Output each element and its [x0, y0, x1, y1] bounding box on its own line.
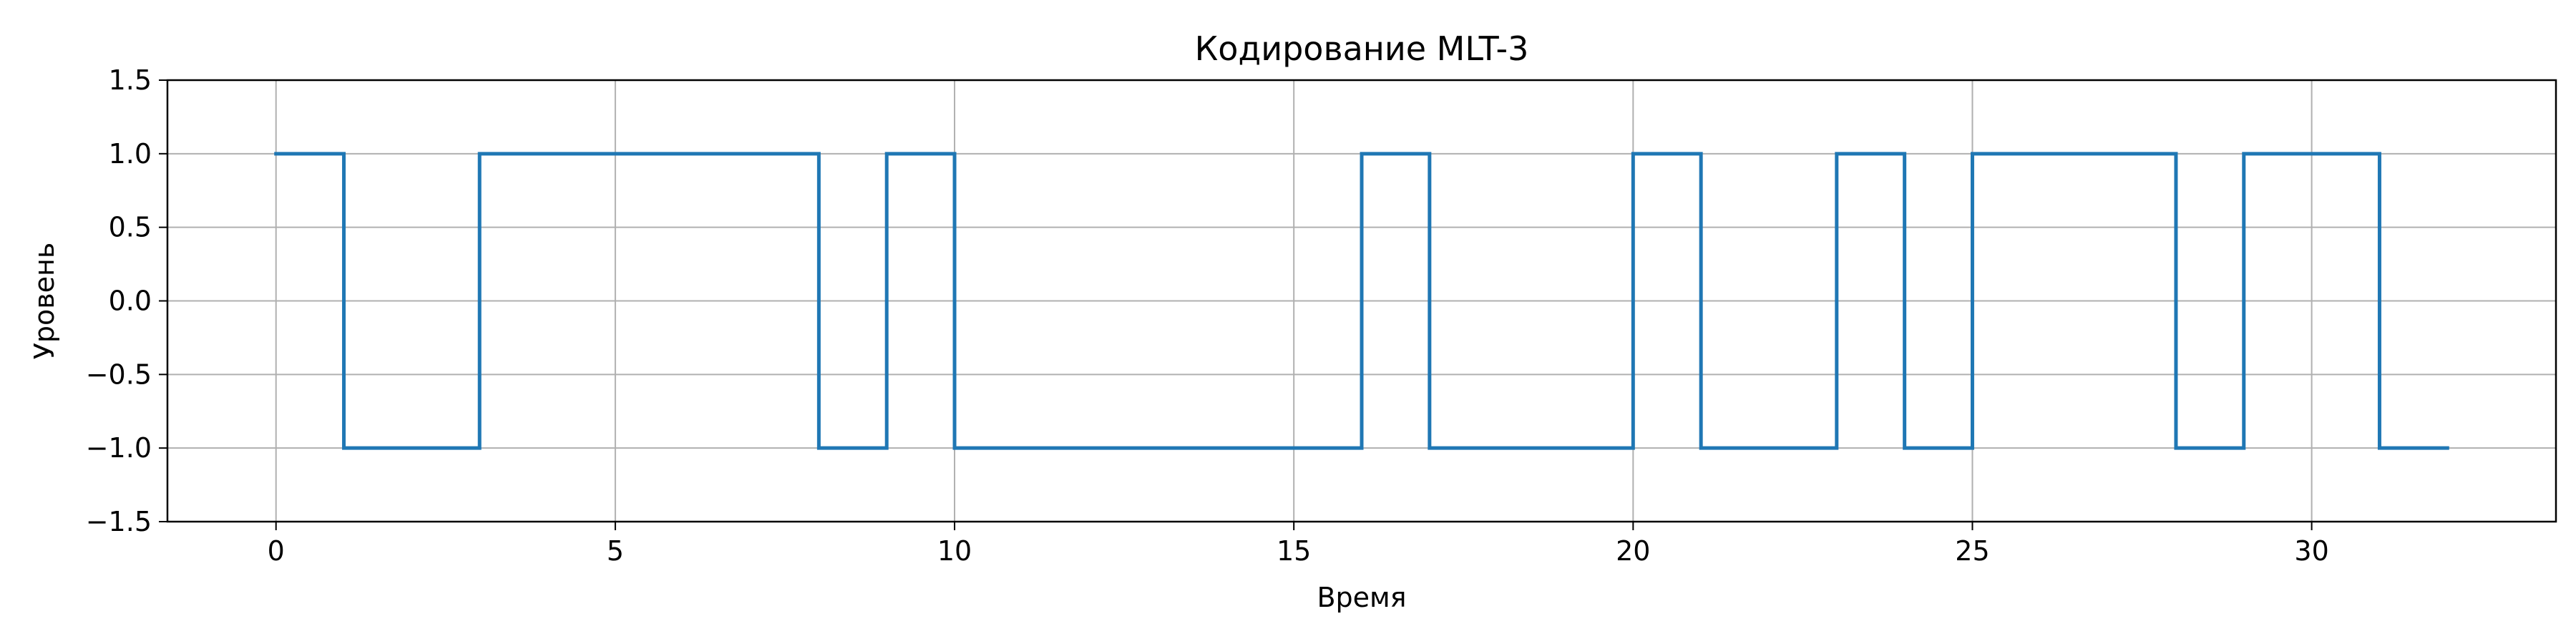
chart-title: Кодирование MLT-3 [1195, 29, 1529, 68]
y-tick-label: −1.0 [86, 432, 152, 464]
y-tick-label: 1.0 [109, 138, 152, 170]
x-tick-label: 20 [1616, 535, 1650, 567]
y-axis-label: Уровень [29, 243, 60, 360]
x-tick-label: 30 [2294, 535, 2328, 567]
axis-ticks: 0 5 10 15 20 25 30 −1.5 −1.0 −0.5 0.0 0.5 1.0 1.5 [86, 64, 2329, 567]
y-tick-label: 1.5 [109, 64, 152, 96]
y-tick-label: −1.5 [86, 506, 152, 537]
x-tick-label: 0 [268, 535, 285, 567]
x-tick-label: 25 [1955, 535, 1989, 567]
series-line [274, 152, 2449, 450]
series-layer [274, 152, 2449, 450]
x-tick-label: 15 [1277, 535, 1311, 567]
x-axis-label: Время [1317, 582, 1406, 613]
y-tick-label: 0.5 [109, 212, 152, 243]
x-tick-label: 10 [937, 535, 972, 567]
x-tick-label: 5 [607, 535, 624, 567]
y-tick-label: 0.0 [109, 286, 152, 317]
y-tick-label: −0.5 [86, 358, 152, 390]
